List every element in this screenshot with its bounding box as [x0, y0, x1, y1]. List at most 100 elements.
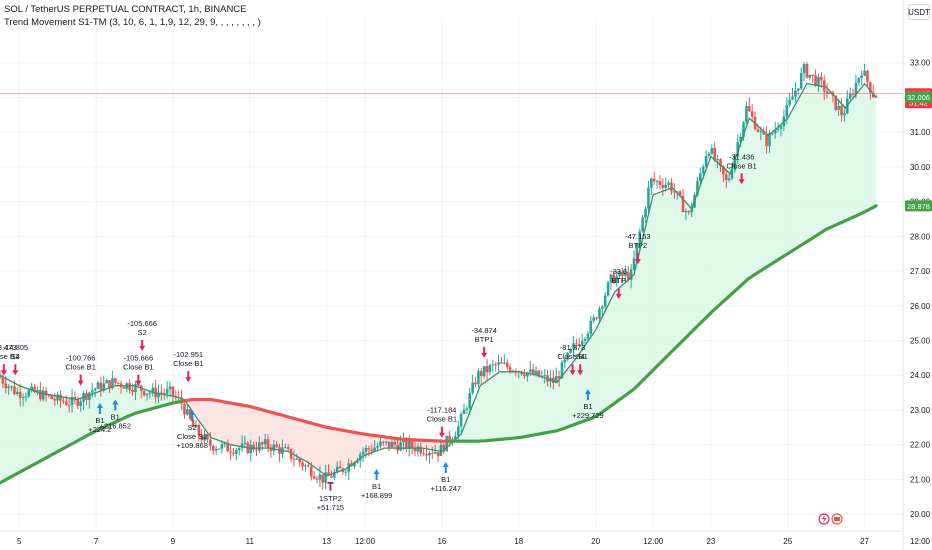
symbol-title[interactable]: SOL / TetherUS PERPETUAL CONTRACT, 1h, B… — [4, 4, 247, 15]
lightning-glyph — [822, 515, 827, 523]
sell-arrow-icon — [569, 364, 576, 376]
candle-body — [168, 386, 172, 390]
candle-body — [485, 366, 489, 373]
signal-marker: 1STP2+51.715 — [317, 481, 344, 512]
y-tick-label: 24.00 — [910, 371, 931, 380]
buy-arrow-icon — [584, 389, 591, 401]
candle-body — [644, 208, 647, 218]
candle-body — [560, 362, 564, 379]
candle-body — [768, 133, 771, 147]
indicator-legend[interactable]: Trend Movement S1-TM (3, 10, 6, 1, 1.9, … — [4, 17, 261, 28]
trend-fill — [0, 84, 877, 483]
sell-arrow-icon — [738, 173, 745, 185]
candle-body — [214, 449, 218, 451]
candle-body — [145, 393, 149, 396]
candle-body — [575, 343, 578, 345]
candle-body — [226, 442, 229, 452]
candle-body — [684, 211, 688, 213]
candle-body — [652, 178, 656, 182]
candle-body — [116, 382, 120, 384]
flag-glyph — [834, 517, 840, 521]
candle-body — [523, 374, 526, 377]
signal-label: +229.729 — [572, 411, 604, 420]
candle-body — [217, 448, 221, 450]
signal-label: B1 — [583, 402, 592, 411]
sell-arrow-icon — [481, 346, 488, 358]
candle-body — [629, 269, 633, 280]
candle-body — [258, 442, 261, 451]
trend-line-series — [0, 399, 186, 485]
candle-body — [240, 443, 244, 449]
candle-body — [822, 80, 826, 92]
candle-body — [324, 472, 327, 483]
signal-label: Close B1 — [65, 363, 95, 372]
candle-body — [33, 386, 36, 393]
candle-body — [131, 390, 134, 392]
candle-body — [318, 474, 322, 480]
candle-body — [266, 439, 270, 448]
signal-marker: B1+168.899 — [361, 468, 392, 500]
candle-body — [724, 174, 728, 181]
signal-label: S4 — [11, 352, 20, 361]
y-tick-label: 31.00 — [910, 128, 931, 137]
candle-body — [56, 394, 59, 401]
sell-arrow-icon — [12, 364, 19, 376]
sell-arrow-icon — [185, 371, 192, 383]
candle-body — [301, 462, 304, 467]
candle-body — [162, 393, 166, 395]
candle-body — [209, 439, 212, 447]
candle-body — [157, 392, 160, 398]
y-tick-label: 27.00 — [910, 267, 931, 276]
candle-body — [474, 382, 477, 385]
trend-line-series — [448, 204, 878, 443]
candle-body — [681, 195, 685, 213]
candle-body — [113, 378, 117, 383]
candle-body — [36, 389, 39, 393]
candle-body — [165, 389, 169, 394]
currency-button[interactable]: USDT — [908, 4, 930, 20]
candle-body — [563, 359, 567, 363]
candle-body — [615, 276, 619, 283]
trend-line-price-tag — [905, 200, 932, 212]
candle-body — [785, 105, 789, 117]
candle-body — [376, 446, 379, 448]
signal-label: +51.715 — [317, 503, 344, 512]
candle-body — [30, 386, 34, 391]
candle-body — [405, 439, 408, 450]
candle-body — [307, 465, 310, 467]
candle-body — [583, 338, 587, 341]
candle-body — [90, 390, 94, 393]
candle-body — [448, 435, 451, 442]
signal-label: -33.473 — [0, 343, 17, 352]
candle-body — [194, 424, 198, 427]
grid-lines — [0, 18, 903, 528]
candle-body — [655, 181, 659, 183]
candle-body — [505, 362, 509, 368]
candle-body — [618, 271, 621, 277]
signal-label: -105.666 — [127, 319, 157, 328]
candle-body — [632, 258, 636, 270]
signal-label: +216.852 — [100, 422, 132, 431]
candle-body — [477, 371, 480, 385]
candle-body — [526, 372, 529, 377]
candle-body — [445, 435, 448, 452]
candle-body — [361, 451, 365, 455]
candle-body — [701, 166, 705, 174]
candle-body — [704, 155, 708, 167]
candle-body — [690, 207, 693, 213]
buy-arrow-icon — [112, 399, 119, 411]
signal-label: BTP — [611, 276, 626, 285]
candle-body — [771, 133, 774, 135]
candle-body — [53, 399, 57, 401]
candle-body — [742, 122, 745, 137]
buy-arrow-icon — [96, 403, 103, 414]
candle-body — [286, 447, 290, 449]
candle-body — [275, 444, 278, 448]
